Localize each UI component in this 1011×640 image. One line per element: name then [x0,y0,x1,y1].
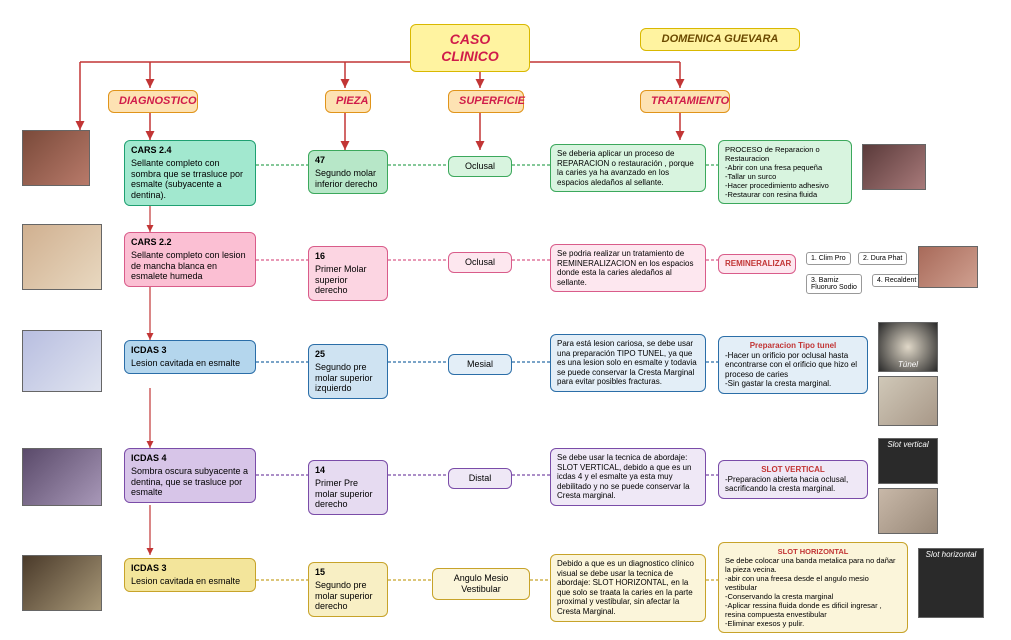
r3-trat: Para está lesion cariosa, se debe usar u… [550,334,706,392]
r3-pieza: 25 Segundo pre molar superior izquierdo [308,344,388,399]
r2-trat: Se podria realizar un tratamiento de REM… [550,244,706,292]
r4-extra-text: -Preparacion abierta hacia oclusal, sacr… [725,475,861,494]
r5-diag-title: ICDAS 3 [131,563,249,574]
header-superficie: SUPERFICIE [448,90,524,113]
r2-extra: REMINERALIZAR [718,254,796,274]
r1-extra: PROCESO de Reparacion o Restauracion -Ab… [718,140,852,204]
title-node: CASO CLINICO [410,24,530,72]
r5-trat: Debido a que es un diagnostico clínico v… [550,554,706,622]
r5-extra: SLOT HORIZONTAL Se debe colocar una band… [718,542,908,633]
photo-r4-left [22,448,102,506]
r5-extra-title: SLOT HORIZONTAL [725,547,901,556]
r4-pieza-title: 14 [315,465,381,476]
r4-surf: Distal [448,468,512,489]
r2-diag-title: CARS 2.2 [131,237,249,248]
photo-r2-right [918,246,978,288]
r2-pieza-text: Primer Molar superior derecho [315,264,381,296]
r2-opt-2: 2. Dura Phat [858,252,907,265]
photo-r2-left [22,224,102,290]
r1-diag-title: CARS 2.4 [131,145,249,156]
r2-opt-3: 3. Barniz Fluoruro Sodio [806,274,862,294]
header-diagnostico: DIAGNOSTICO [108,90,198,113]
r3-diag-text: Lesion cavitada en esmalte [131,358,249,369]
r2-pieza-title: 16 [315,251,381,262]
r1-diag-text: Sellante completo con sombra que se trra… [131,158,249,201]
r1-pieza-text: Segundo molar inferior derecho [315,168,381,190]
r2-opt-1: 1. Clim Pro [806,252,851,265]
header-pieza: PIEZA [325,90,371,113]
r3-pieza-title: 25 [315,349,381,360]
r2-opt-4: 4. Recaldent [872,274,921,287]
photo-r1-right [862,144,926,190]
r1-surf: Oclusal [448,156,512,177]
r2-diag: CARS 2.2 Sellante completo con lesion de… [124,232,256,287]
r4-pieza: 14 Primer Pre molar superior derecho [308,460,388,515]
r4-diag: ICDAS 4 Sombra oscura subyacente a denti… [124,448,256,503]
r3-diag: ICDAS 3 Lesion cavitada en esmalte [124,340,256,374]
r4-extra-title: SLOT VERTICAL [725,465,861,475]
header-tratamiento: TRATAMIENTO [640,90,730,113]
r3-img-label: Túnel [878,360,938,369]
r4-img-label: Slot vertical [878,440,938,449]
photo-r4-right-b [878,488,938,534]
r3-surf: Mesial [448,354,512,375]
r1-trat: Se deberia aplicar un proceso de REPARAC… [550,144,706,192]
r5-pieza-title: 15 [315,567,381,578]
r3-extra: Preparacion Tipo tunel -Hacer un orifici… [718,336,868,394]
r5-extra-text: Se debe colocar una banda metalica para … [725,556,901,628]
r3-extra-title: Preparacion Tipo tunel [725,341,861,351]
r1-pieza: 47 Segundo molar inferior derecho [308,150,388,194]
r5-diag: ICDAS 3 Lesion cavitada en esmalte [124,558,256,592]
photo-r3-left [22,330,102,392]
r3-pieza-text: Segundo pre molar superior izquierdo [315,362,381,394]
photo-r1-left [22,130,90,186]
photo-r3-right-b [878,376,938,426]
r4-diag-text: Sombra oscura subyacente a dentina, que … [131,466,249,498]
r1-diag: CARS 2.4 Sellante completo con sombra qu… [124,140,256,206]
r5-pieza: 15 Segundo pre molar superior derecho [308,562,388,617]
r3-extra-text: -Hacer un orificio por oclusal hasta enc… [725,351,861,389]
r4-trat: Se debe usar la tecnica de abordaje: SLO… [550,448,706,506]
r5-img-label: Slot horizontal [918,550,984,559]
r5-diag-text: Lesion cavitada en esmalte [131,576,249,587]
r4-extra: SLOT VERTICAL -Preparacion abierta hacia… [718,460,868,499]
r5-pieza-text: Segundo pre molar superior derecho [315,580,381,612]
photo-r5-left [22,555,102,611]
r4-diag-title: ICDAS 4 [131,453,249,464]
author-node: DOMENICA GUEVARA [640,28,800,51]
r5-surf: Angulo Mesio Vestibular [432,568,530,600]
r2-pieza: 16 Primer Molar superior derecho [308,246,388,301]
r2-surf: Oclusal [448,252,512,273]
r3-diag-title: ICDAS 3 [131,345,249,356]
r2-diag-text: Sellante completo con lesion de mancha b… [131,250,249,282]
r1-pieza-title: 47 [315,155,381,166]
r4-pieza-text: Primer Pre molar superior derecho [315,478,381,510]
